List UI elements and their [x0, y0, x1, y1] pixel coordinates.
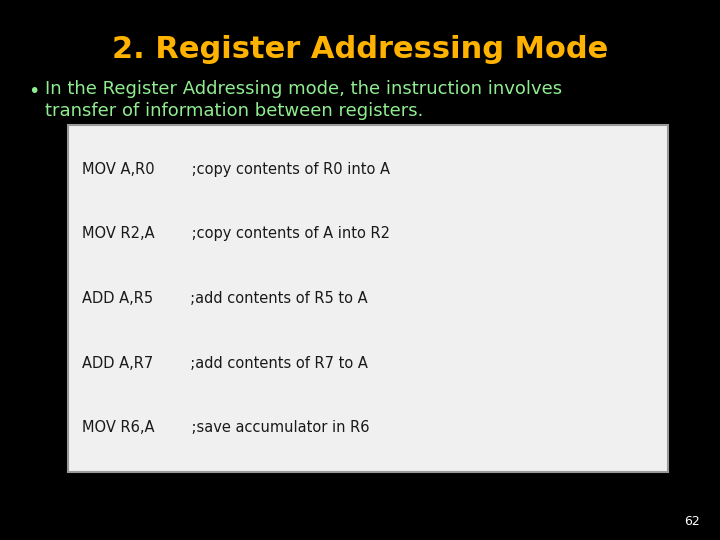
Text: MOV R6,A        ;save accumulator in R6: MOV R6,A ;save accumulator in R6 — [82, 420, 369, 435]
Text: 2. Register Addressing Mode: 2. Register Addressing Mode — [112, 35, 608, 64]
Text: MOV R2,A        ;copy contents of A into R2: MOV R2,A ;copy contents of A into R2 — [82, 226, 390, 241]
Text: 62: 62 — [684, 515, 700, 528]
Text: MOV A,R0        ;copy contents of R0 into A: MOV A,R0 ;copy contents of R0 into A — [82, 162, 390, 177]
Text: ADD A,R5        ;add contents of R5 to A: ADD A,R5 ;add contents of R5 to A — [82, 291, 368, 306]
Text: •: • — [28, 82, 40, 101]
Text: ADD A,R7        ;add contents of R7 to A: ADD A,R7 ;add contents of R7 to A — [82, 356, 368, 370]
Text: transfer of information between registers.: transfer of information between register… — [45, 102, 423, 120]
FancyBboxPatch shape — [68, 125, 668, 472]
Text: In the Register Addressing mode, the instruction involves: In the Register Addressing mode, the ins… — [45, 80, 562, 98]
